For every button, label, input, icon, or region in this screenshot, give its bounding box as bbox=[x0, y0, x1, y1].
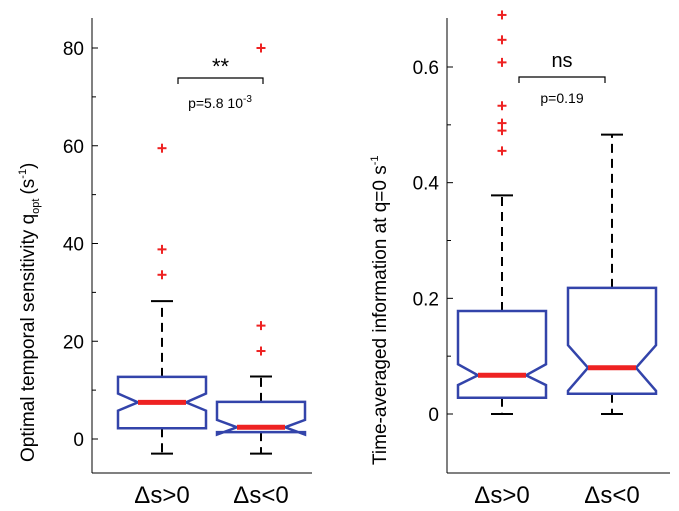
outlier-marker bbox=[497, 146, 507, 156]
left-y-axis-label-subscript: opt bbox=[30, 199, 42, 214]
box-1 bbox=[116, 375, 208, 430]
p-value-text: p=0.19 bbox=[540, 90, 583, 106]
category-label: Δs<0 bbox=[233, 482, 288, 509]
right-y-axis-label-main: Time-averaged information at q=0 s bbox=[370, 165, 391, 465]
category-label: Δs>0 bbox=[474, 482, 529, 509]
p-value-label: p=0.19 bbox=[540, 90, 583, 106]
category-label: Δs>0 bbox=[134, 482, 189, 509]
p-value-exponent: -3 bbox=[243, 94, 252, 105]
category-label: Δs<0 bbox=[584, 482, 639, 509]
box-2 bbox=[566, 286, 658, 396]
right-panel: Time-averaged information at q=0 s-1 0 0.… bbox=[369, 10, 670, 509]
right-y-tick-label: 0.4 bbox=[413, 174, 440, 195]
left-y-axis-label-unit-close: ) bbox=[18, 163, 39, 169]
box-1 bbox=[456, 309, 548, 400]
p-value-label: p=5.8 10-3 bbox=[188, 94, 252, 111]
left-y-axis-label-unit: (s bbox=[18, 179, 39, 195]
outlier-marker bbox=[157, 143, 167, 153]
left-y-axis-label-main: Optimal temporal sensitivity q bbox=[18, 214, 39, 462]
outlier-marker bbox=[256, 43, 266, 53]
significance-bracket bbox=[177, 77, 264, 84]
outlier-marker bbox=[157, 270, 167, 280]
left-y-tick-label: 0 bbox=[73, 430, 84, 451]
significance-bracket bbox=[518, 76, 606, 83]
left-y-axis-label-unit-sup: -1 bbox=[17, 169, 29, 179]
left-y-tick-label: 80 bbox=[63, 39, 84, 60]
outlier-marker bbox=[497, 126, 507, 136]
box-2 bbox=[215, 400, 307, 437]
outlier-marker bbox=[497, 35, 507, 45]
significance-marker: ** bbox=[212, 54, 230, 79]
right-y-axis-label: Time-averaged information at q=0 s-1 bbox=[369, 155, 391, 465]
outlier-marker bbox=[157, 244, 167, 254]
outlier-marker bbox=[256, 346, 266, 356]
left-y-tick-label: 20 bbox=[63, 332, 84, 353]
left-y-axis-label: Optimal temporal sensitivity qopt (s-1) bbox=[17, 163, 42, 462]
left-y-tick-label: 40 bbox=[63, 235, 84, 256]
significance-marker: ns bbox=[551, 50, 572, 72]
left-y-tick-label: 60 bbox=[63, 137, 84, 158]
outlier-marker bbox=[497, 57, 507, 67]
outlier-marker bbox=[256, 321, 266, 331]
outlier-marker bbox=[497, 118, 507, 128]
outlier-marker bbox=[497, 101, 507, 111]
left-panel: Optimal temporal sensitivity qopt (s-1) 0… bbox=[17, 18, 312, 509]
right-y-tick-label: 0 bbox=[428, 405, 439, 426]
right-y-axis-label-sup: -1 bbox=[369, 155, 381, 165]
p-value-text: p=5.8 10 bbox=[188, 95, 243, 111]
right-y-tick-label: 0.2 bbox=[413, 289, 439, 310]
outlier-marker bbox=[497, 10, 507, 20]
right-y-tick-label: 0.6 bbox=[413, 58, 439, 79]
